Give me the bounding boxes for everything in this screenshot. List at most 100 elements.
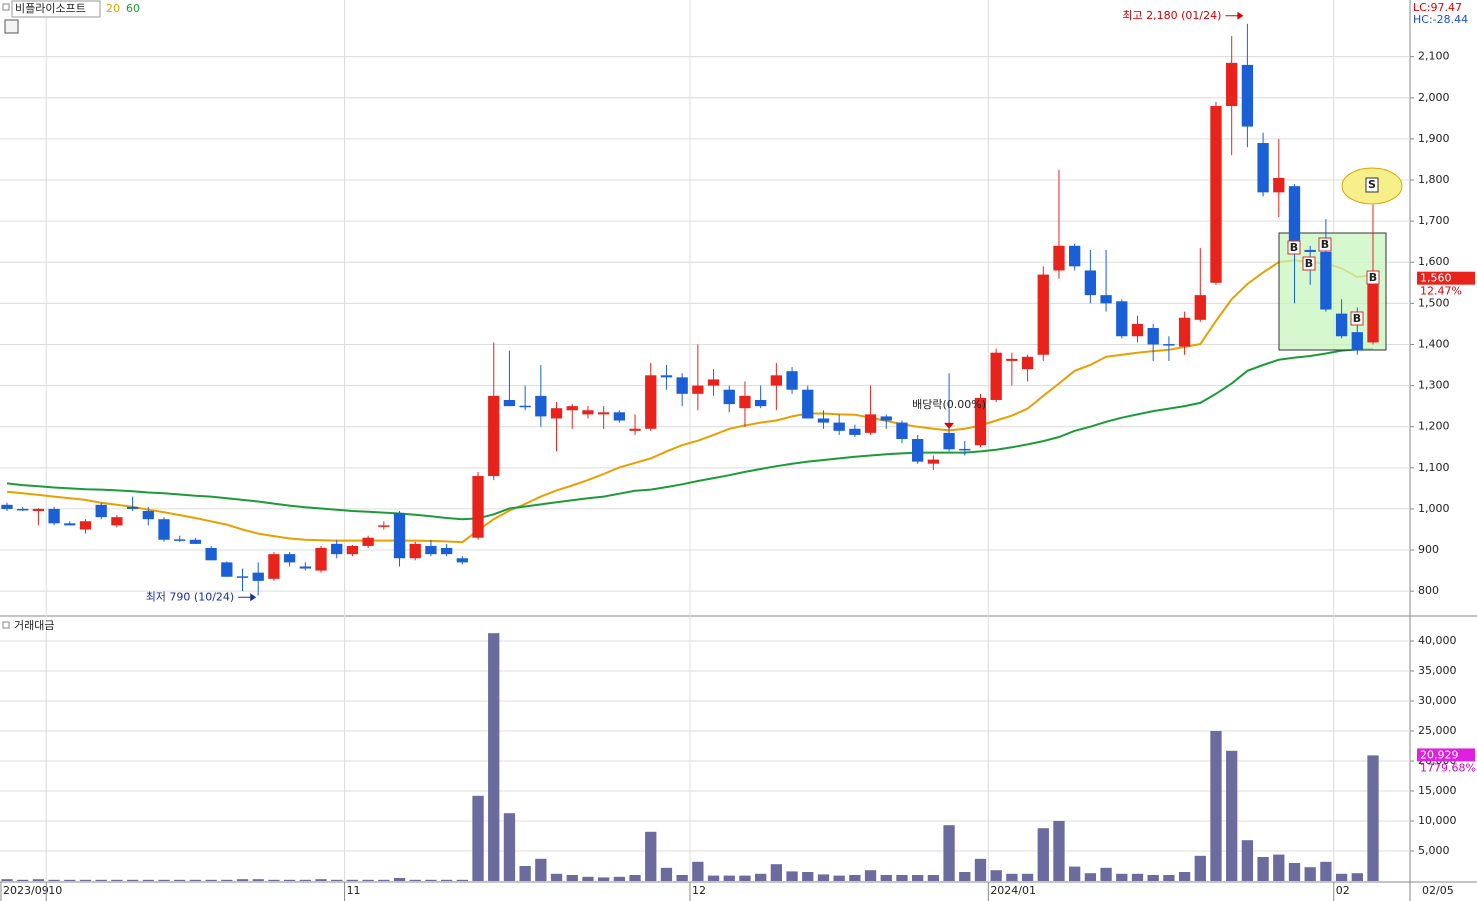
y-tick-label: 1,700 [1418,214,1450,227]
arrow-head [1237,11,1244,20]
volume-bar [299,879,311,881]
volume-bar [111,879,123,881]
candle-body [535,395,547,417]
toolbar-icon[interactable] [4,19,19,34]
candle-body [566,406,578,411]
volume-bar [1053,820,1065,881]
volume-bar [927,874,940,881]
candle-body [912,439,924,462]
volume-bar [1116,873,1128,881]
candle-body [582,410,594,415]
candle-body [1210,106,1222,283]
candle-body [1241,64,1254,127]
volume-title: 거래대금 [14,619,54,632]
candle-body [1100,295,1112,304]
volume-bar [692,861,704,881]
volume-bar [770,864,783,881]
volume-bar [362,879,374,881]
volume-bar [79,879,92,881]
volume-bar [786,871,798,881]
y-tick-label: 1,500 [1418,296,1450,309]
moving-average-line [6,259,1374,544]
candle-body [1178,317,1191,347]
volume-bar [283,879,296,881]
candle-body [927,459,940,464]
volume-bar [48,879,60,881]
candle-body [236,576,249,578]
volume-bar [833,875,845,881]
x-tick-label: 11 [347,884,361,897]
buy-label: B [1353,312,1361,325]
volume-bar [1210,730,1222,881]
volume-bar [1178,871,1191,881]
x-tick-label: 02 [1336,884,1350,897]
candle-body [409,543,421,559]
y-tick-label: 900 [1418,543,1439,556]
volume-bar [597,877,610,881]
candle-body [79,521,92,530]
volume-bar [645,831,657,881]
candle-body [723,389,735,405]
volume-bar [440,879,453,881]
candle-body [1367,278,1379,343]
y-tick-label: 1,300 [1418,379,1450,392]
candle-body [425,545,437,555]
candle-body [158,519,170,540]
candle-body [268,554,280,579]
volume-bar [739,875,751,881]
candle-body [880,416,892,421]
y-tick-label: 25,000 [1418,724,1457,737]
candle-body [629,428,641,431]
candle-body [362,537,374,546]
last-volume-change: 1779.68% [1420,761,1476,774]
volume-bar [1320,861,1332,881]
candle-body [1194,295,1206,320]
volume-bar [142,879,154,881]
volume-bar [1367,755,1379,881]
volume-bar [1288,862,1301,881]
buy-label: B [1321,238,1329,251]
candle-body [833,422,845,431]
candle-body [739,395,751,409]
volume-bar [1241,840,1254,881]
candle-body [1304,249,1316,252]
candle-body [1226,62,1238,107]
legend-entry: 20 [106,2,120,15]
candle-body [1131,323,1144,337]
candle-body [1257,143,1269,193]
candle-body [111,517,123,526]
candle-body [174,539,186,541]
candle-body [974,397,987,446]
volume-bar [550,873,563,881]
y-tick-label: 1,000 [1418,502,1450,515]
volume-bar [990,870,1002,881]
candle-body [1163,344,1175,346]
candle-body [95,504,107,518]
x-end-label: 02/05 [1422,884,1454,897]
buy-label: B [1290,241,1298,254]
candle-body [1053,245,1065,271]
candle-body [802,389,814,419]
volume-bar [1335,873,1348,881]
volume-bar [456,879,468,881]
candle-body [1288,186,1301,255]
volume-bar [1006,873,1018,881]
candle-body [1,504,13,509]
candle-body [472,476,484,538]
x-tick-label: 12 [692,884,706,897]
candle-body [660,375,673,378]
candle-body [488,395,500,477]
candle-body [440,547,453,555]
candle-body [896,422,908,440]
x-tick-label: 10 [48,884,62,897]
volume-bar [912,874,924,881]
volume-bar [896,874,908,881]
candle-body [189,539,202,544]
buy-signal: B [1318,237,1332,252]
volume-bar [393,877,406,881]
candle-body [676,377,688,394]
panel-icon [2,621,10,629]
volume-bar [315,879,327,881]
candle-body [299,566,311,569]
